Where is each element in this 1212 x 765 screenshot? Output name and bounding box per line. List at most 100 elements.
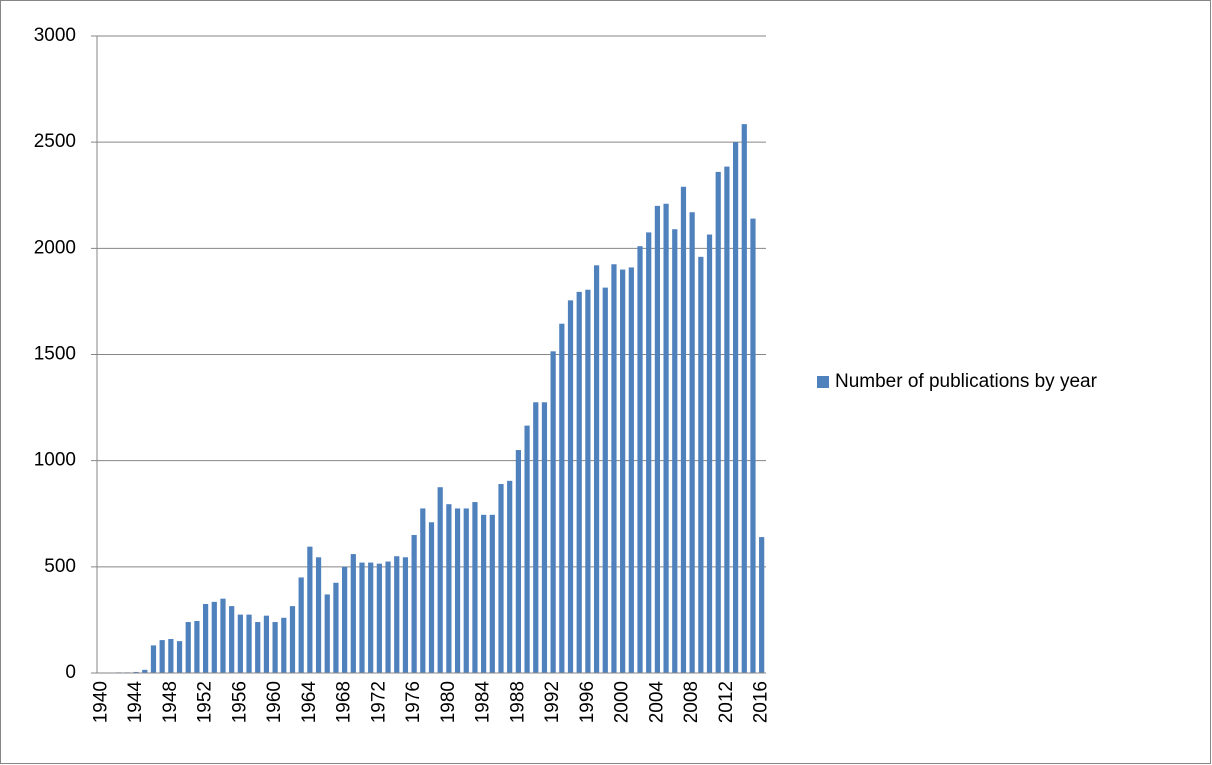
bar bbox=[298, 577, 304, 673]
bar bbox=[289, 606, 296, 673]
bar bbox=[637, 246, 643, 673]
y-tick-label: 1000 bbox=[34, 450, 76, 471]
bar bbox=[176, 641, 183, 673]
bar bbox=[759, 537, 765, 673]
bar bbox=[359, 562, 365, 673]
bar bbox=[715, 171, 721, 674]
bar bbox=[220, 598, 226, 673]
bar bbox=[368, 562, 374, 673]
bar bbox=[550, 351, 556, 673]
bar bbox=[750, 218, 756, 673]
bar bbox=[472, 502, 478, 673]
bar bbox=[654, 205, 661, 673]
bar bbox=[602, 287, 608, 673]
y-tick-label: 500 bbox=[44, 556, 76, 577]
x-tick-label: 1960 bbox=[264, 681, 285, 723]
x-tick-label: 1992 bbox=[542, 681, 563, 723]
bar bbox=[350, 554, 356, 673]
bar bbox=[333, 582, 339, 673]
bar bbox=[315, 557, 322, 673]
bar bbox=[272, 622, 278, 673]
bar bbox=[168, 639, 174, 673]
bar bbox=[394, 556, 400, 673]
x-tick-label: 1968 bbox=[334, 681, 355, 723]
bar bbox=[420, 508, 426, 673]
bar bbox=[463, 508, 469, 673]
bar bbox=[628, 267, 634, 673]
x-tick-label: 2008 bbox=[681, 681, 702, 723]
bar bbox=[428, 522, 435, 673]
x-tick-label: 1964 bbox=[299, 681, 320, 724]
y-tick-label: 0 bbox=[65, 662, 76, 683]
bar bbox=[533, 402, 539, 673]
bar bbox=[698, 256, 704, 673]
legend-label: Number of publications by year bbox=[835, 371, 1098, 392]
bar bbox=[437, 487, 443, 673]
x-tick-label: 1996 bbox=[577, 681, 598, 723]
bar bbox=[689, 212, 695, 673]
bar bbox=[620, 269, 626, 673]
y-tick-label: 2500 bbox=[34, 131, 76, 152]
bar bbox=[507, 480, 513, 673]
x-tick-label: 1976 bbox=[403, 681, 424, 723]
bar bbox=[646, 232, 652, 674]
bar bbox=[255, 622, 261, 673]
bar bbox=[194, 620, 200, 673]
bar bbox=[324, 594, 330, 673]
bar bbox=[741, 124, 747, 673]
bar bbox=[576, 291, 582, 673]
bar bbox=[133, 671, 139, 673]
bar bbox=[307, 546, 313, 673]
legend-swatch bbox=[817, 376, 829, 388]
bar bbox=[385, 561, 391, 673]
x-tick-label: 2000 bbox=[612, 681, 633, 723]
bar bbox=[680, 186, 687, 674]
x-tick-label: 1988 bbox=[507, 681, 528, 723]
x-tick-label: 1980 bbox=[438, 681, 459, 723]
bar bbox=[281, 617, 287, 673]
bar bbox=[515, 450, 521, 673]
bar bbox=[263, 615, 270, 673]
bar bbox=[229, 606, 235, 673]
bar bbox=[211, 601, 217, 673]
bar bbox=[159, 640, 165, 673]
bar bbox=[732, 142, 739, 673]
bar bbox=[237, 614, 243, 673]
bar bbox=[585, 289, 591, 673]
bar bbox=[342, 566, 348, 673]
x-tick-label: 1956 bbox=[229, 681, 250, 723]
bar bbox=[454, 508, 461, 673]
x-tick-label: 1984 bbox=[473, 681, 494, 724]
x-tick-label: 2004 bbox=[646, 681, 667, 724]
y-tick-label: 2000 bbox=[34, 237, 76, 258]
bar bbox=[446, 504, 452, 673]
x-tick-label: 1940 bbox=[90, 681, 111, 723]
x-tick-label: 2012 bbox=[716, 681, 737, 723]
bar bbox=[498, 484, 504, 673]
bar bbox=[611, 264, 617, 673]
x-tick-label: 2016 bbox=[751, 681, 772, 723]
x-tick-label: 1952 bbox=[195, 681, 216, 723]
bar bbox=[567, 300, 574, 673]
bar bbox=[185, 622, 191, 673]
bar bbox=[202, 603, 209, 673]
bar bbox=[246, 614, 252, 673]
bar bbox=[672, 229, 678, 673]
bar bbox=[593, 265, 600, 673]
bar bbox=[559, 323, 565, 673]
bar bbox=[706, 234, 713, 673]
bar bbox=[541, 402, 548, 673]
x-tick-label: 1948 bbox=[160, 681, 181, 723]
x-tick-label: 1944 bbox=[125, 681, 146, 724]
bar bbox=[150, 645, 157, 673]
bar bbox=[411, 534, 417, 673]
bar bbox=[724, 166, 730, 673]
bar bbox=[524, 425, 530, 673]
bar bbox=[376, 563, 382, 673]
x-tick-label: 1972 bbox=[368, 681, 389, 723]
y-tick-label: 3000 bbox=[34, 25, 76, 46]
bar bbox=[402, 557, 409, 673]
bar bbox=[663, 203, 669, 673]
y-tick-label: 1500 bbox=[34, 344, 76, 365]
